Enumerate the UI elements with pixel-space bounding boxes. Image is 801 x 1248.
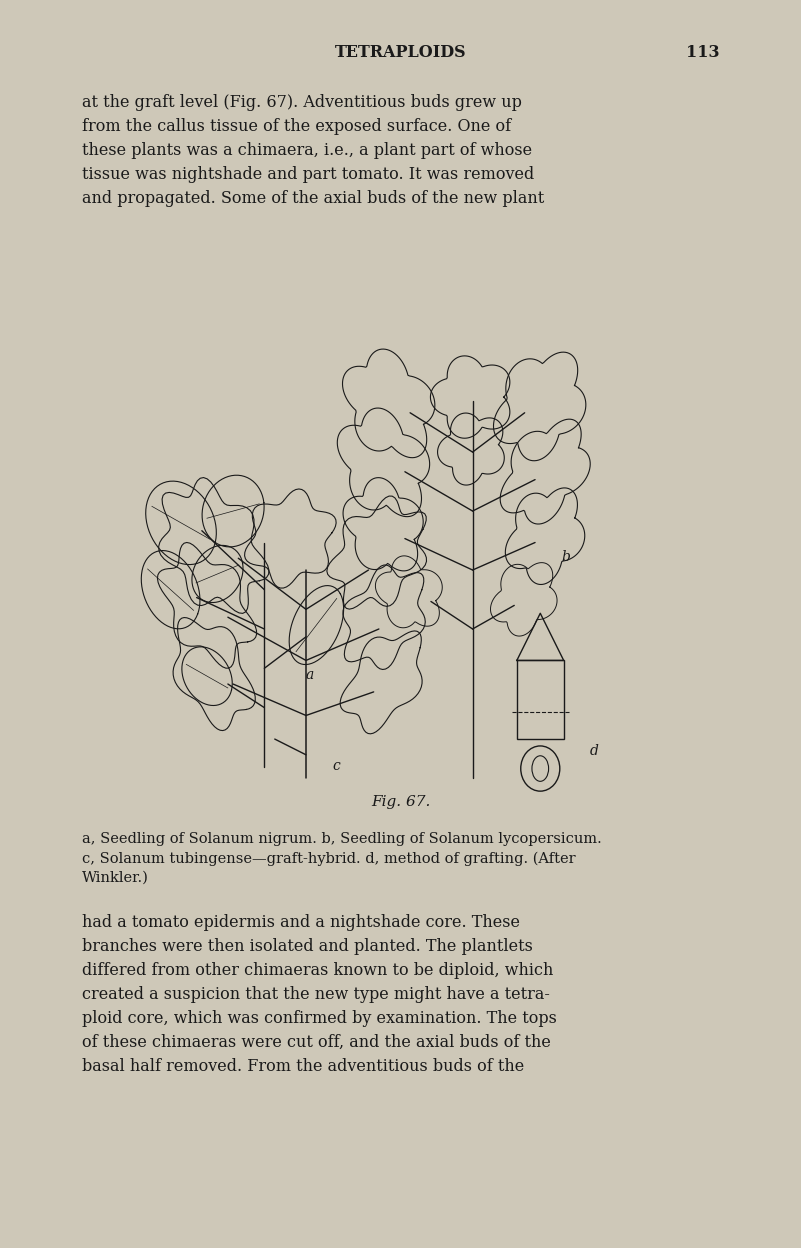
Bar [517, 660, 564, 739]
Text: had a tomato epidermis and a nightshade core. These
branches were then isolated : had a tomato epidermis and a nightshade … [82, 914, 557, 1076]
Text: b: b [561, 550, 570, 564]
Text: a: a [306, 669, 314, 683]
Text: 113: 113 [686, 44, 719, 61]
Text: d: d [590, 744, 598, 758]
Text: c: c [332, 759, 340, 773]
Text: a, Seedling of Solanum nigrum. b, Seedling of Solanum lycopersicum.
c, Solanum t: a, Seedling of Solanum nigrum. b, Seedli… [82, 832, 602, 885]
Text: Fig. 67.: Fig. 67. [371, 795, 430, 809]
Text: at the graft level (Fig. 67). Adventitious buds grew up
from the callus tissue o: at the graft level (Fig. 67). Adventitio… [82, 94, 544, 207]
Text: TETRAPLOIDS: TETRAPLOIDS [335, 44, 466, 61]
